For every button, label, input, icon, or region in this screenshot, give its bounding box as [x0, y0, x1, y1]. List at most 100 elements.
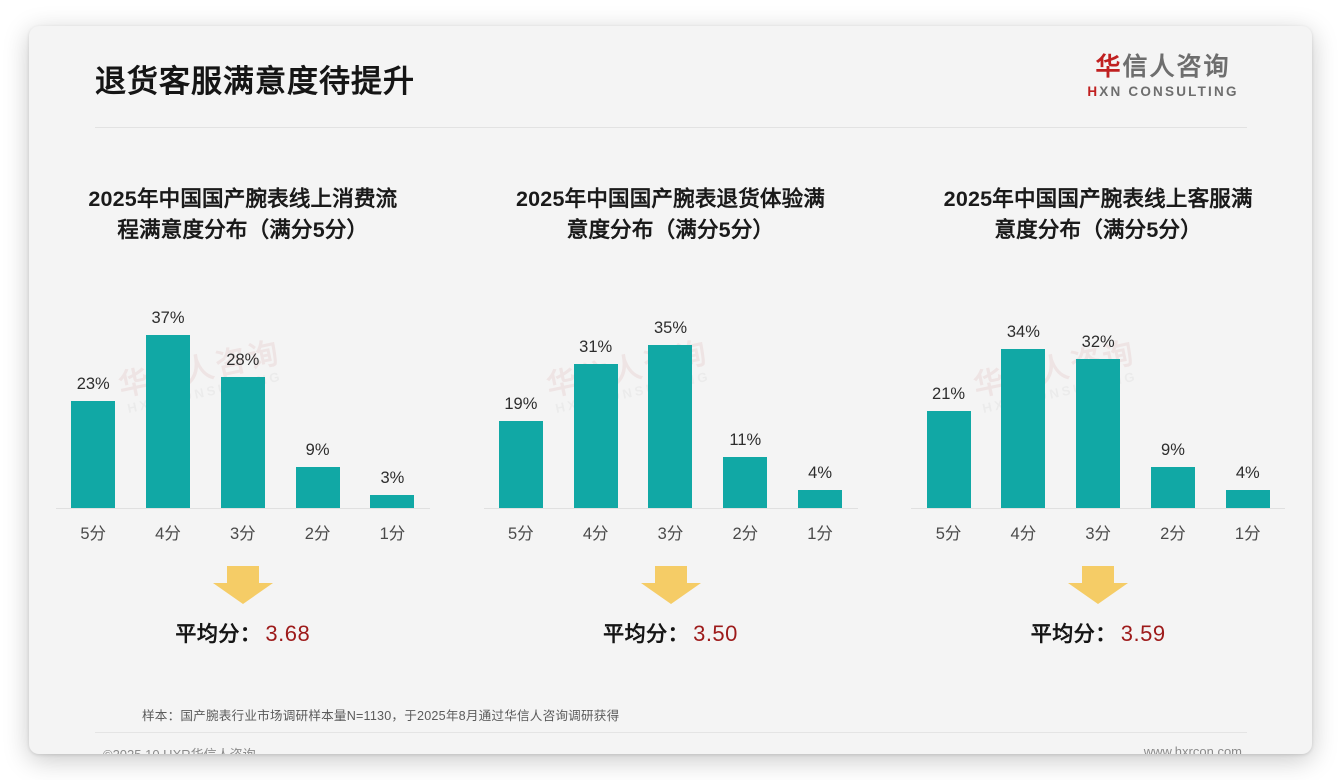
charts-row: 2025年中国国产腕表线上消费流程满意度分布（满分5分） 华信人咨询 HXN C…	[29, 136, 1312, 656]
bar-value-label: 4%	[808, 464, 832, 482]
bar-column[interactable]: 19%	[490, 301, 552, 509]
logo-english-text: HXN CONSULTING	[1068, 84, 1258, 99]
logo-char-hua: 华	[1095, 53, 1123, 81]
down-arrow-icon	[1068, 566, 1129, 604]
bar-column[interactable]: 35%	[639, 301, 701, 509]
x-tick-label: 2分	[1160, 525, 1186, 543]
bars-container-3: 21% 34% 32% 9%	[911, 301, 1285, 509]
average-score-2: 平均分： 3.50	[506, 618, 836, 648]
x-tick-label: 4分	[582, 525, 609, 543]
bar-chart-2: 19% 31% 35% 11%	[476, 301, 866, 561]
x-tick-label: 4分	[1010, 525, 1037, 543]
bar-column[interactable]: 9%	[1142, 301, 1204, 509]
bar-column[interactable]: 37%	[137, 301, 199, 509]
x-axis-line-3	[911, 508, 1286, 509]
bar[interactable]	[295, 467, 340, 509]
x-tick-label: 3分	[657, 525, 684, 543]
bar[interactable]	[926, 411, 971, 509]
average-label: 平均分：	[1030, 623, 1117, 646]
average-block-3: 平均分： 3.59	[933, 566, 1263, 648]
bar-value-label: 35%	[653, 319, 687, 337]
bar-column[interactable]: 34%	[992, 301, 1054, 509]
bar[interactable]	[648, 345, 693, 509]
chart-title-1: 2025年中国国产腕表线上消费流程满意度分布（满分5分）	[88, 187, 398, 242]
x-tick-label: 3分	[229, 525, 256, 543]
bar-chart-3: 21% 34% 32% 9%	[903, 301, 1293, 561]
slide-header: 退货客服满意度待提升 华信人咨询 HXN CONSULTING	[29, 26, 1312, 129]
bar-column[interactable]: 9%	[287, 301, 349, 509]
bar-value-label: 11%	[729, 431, 762, 449]
bar[interactable]	[1150, 467, 1195, 509]
average-score-value: 3.68	[265, 621, 311, 646]
bar[interactable]	[1001, 349, 1046, 509]
bar-column[interactable]: 28%	[212, 301, 274, 509]
bar-column[interactable]: 11%	[714, 301, 776, 509]
bar[interactable]	[220, 377, 265, 509]
x-axis-line-2	[483, 508, 858, 509]
bar[interactable]	[1225, 490, 1270, 509]
logo-char-h: H	[1087, 83, 1100, 99]
x-axis-labels-2: 5分 4分 3分 2分 1分	[484, 519, 858, 549]
x-axis-labels-3: 5分 4分 3分 2分 1分	[911, 519, 1285, 549]
down-arrow-icon	[640, 566, 701, 604]
bar[interactable]	[146, 335, 191, 509]
logo-english-rest: XN CONSULTING	[1099, 83, 1239, 99]
bar-column[interactable]: 3%	[361, 301, 423, 509]
bar-value-label: 31%	[579, 338, 613, 356]
x-tick-label: 2分	[732, 525, 759, 543]
footer-divider	[95, 732, 1247, 733]
logo-chinese-rest: 信人咨询	[1122, 53, 1231, 81]
bar[interactable]	[498, 421, 543, 509]
bar-column[interactable]: 4%	[1217, 301, 1279, 509]
bar-value-label: 4%	[1235, 464, 1260, 482]
bar-chart-1: 23% 37% 28% 9%	[48, 301, 438, 561]
slide-footer: ©2025.10 HXR华信人咨询 www.hxrcon.com	[29, 732, 1312, 754]
bar[interactable]	[370, 495, 415, 509]
average-score-3: 平均分： 3.59	[933, 618, 1263, 648]
logo-chinese-text: 华信人咨询	[1068, 53, 1258, 82]
average-block-2: 平均分： 3.50	[506, 566, 836, 648]
average-score-value: 3.50	[693, 621, 738, 646]
chart-title-2: 2025年中国国产腕表退货体验满意度分布（满分5分）	[515, 187, 826, 242]
x-tick-label: 5分	[935, 525, 962, 543]
average-score-1: 平均分： 3.68	[78, 618, 408, 648]
chart-panel-1: 2025年中国国产腕表线上消费流程满意度分布（满分5分） 华信人咨询 HXN C…	[29, 136, 457, 656]
bar-value-label: 23%	[76, 375, 110, 393]
x-tick-label: 4分	[155, 525, 181, 543]
page-title: 退货客服满意度待提升	[95, 64, 415, 99]
bar-column[interactable]: 4%	[789, 301, 851, 509]
company-logo: 华信人咨询 HXN CONSULTING	[1068, 53, 1258, 99]
bar[interactable]	[723, 457, 768, 509]
bar-value-label: 28%	[226, 351, 260, 369]
x-tick-label: 1分	[807, 525, 833, 543]
average-label: 平均分：	[175, 623, 262, 646]
bar-value-label: 34%	[1006, 323, 1040, 341]
bars-container-2: 19% 31% 35% 11%	[484, 301, 858, 509]
x-tick-label: 1分	[379, 525, 406, 543]
bar-column[interactable]: 21%	[918, 301, 980, 509]
bar-value-label: 9%	[305, 441, 330, 459]
bar[interactable]	[798, 490, 843, 509]
bar-value-label: 21%	[932, 385, 966, 403]
bar-value-label: 19%	[504, 395, 538, 413]
average-label: 平均分：	[603, 623, 690, 646]
average-block-1: 平均分： 3.68	[78, 566, 408, 648]
chart-panel-3: 2025年中国国产腕表线上客服满意度分布（满分5分） 华信人咨询 HXN CON…	[884, 136, 1312, 656]
x-axis-line-1	[55, 508, 430, 509]
bars-container-1: 23% 37% 28% 9%	[56, 301, 430, 509]
chart-panel-2: 2025年中国国产腕表退货体验满意度分布（满分5分） 华信人咨询 HXN CON…	[457, 136, 885, 656]
bar[interactable]	[1076, 359, 1121, 509]
slide-card: 退货客服满意度待提升 华信人咨询 HXN CONSULTING 2025年中国国…	[29, 26, 1312, 754]
copyright-text: ©2025.10 HXR华信人咨询	[103, 744, 256, 754]
website-link[interactable]: www.hxrcon.com	[1143, 744, 1242, 754]
bar[interactable]	[71, 401, 116, 509]
bar-value-label: 37%	[151, 309, 185, 327]
bar-column[interactable]: 31%	[565, 301, 627, 509]
bar[interactable]	[573, 364, 618, 509]
x-tick-label: 5分	[80, 525, 107, 543]
x-tick-label: 3分	[1085, 525, 1111, 543]
x-tick-label: 2分	[304, 525, 331, 543]
bar-column[interactable]: 23%	[62, 301, 124, 509]
bar-column[interactable]: 32%	[1067, 301, 1129, 509]
